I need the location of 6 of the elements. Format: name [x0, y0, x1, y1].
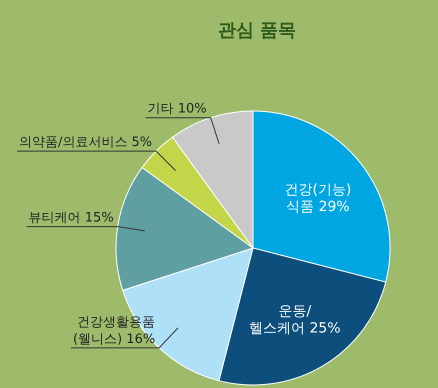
slice-label: 의약품/의료서비스 5% [18, 135, 152, 150]
slice-label: 운동/ 헬스케어 25% [249, 303, 341, 336]
chart-title: 관심 품목 [218, 20, 296, 41]
slice-label: 건강(기능) 식품 29% [284, 182, 352, 216]
slice-label: 기타 10% [148, 102, 207, 117]
slice-label: 뷰티케어 15% [28, 210, 114, 226]
